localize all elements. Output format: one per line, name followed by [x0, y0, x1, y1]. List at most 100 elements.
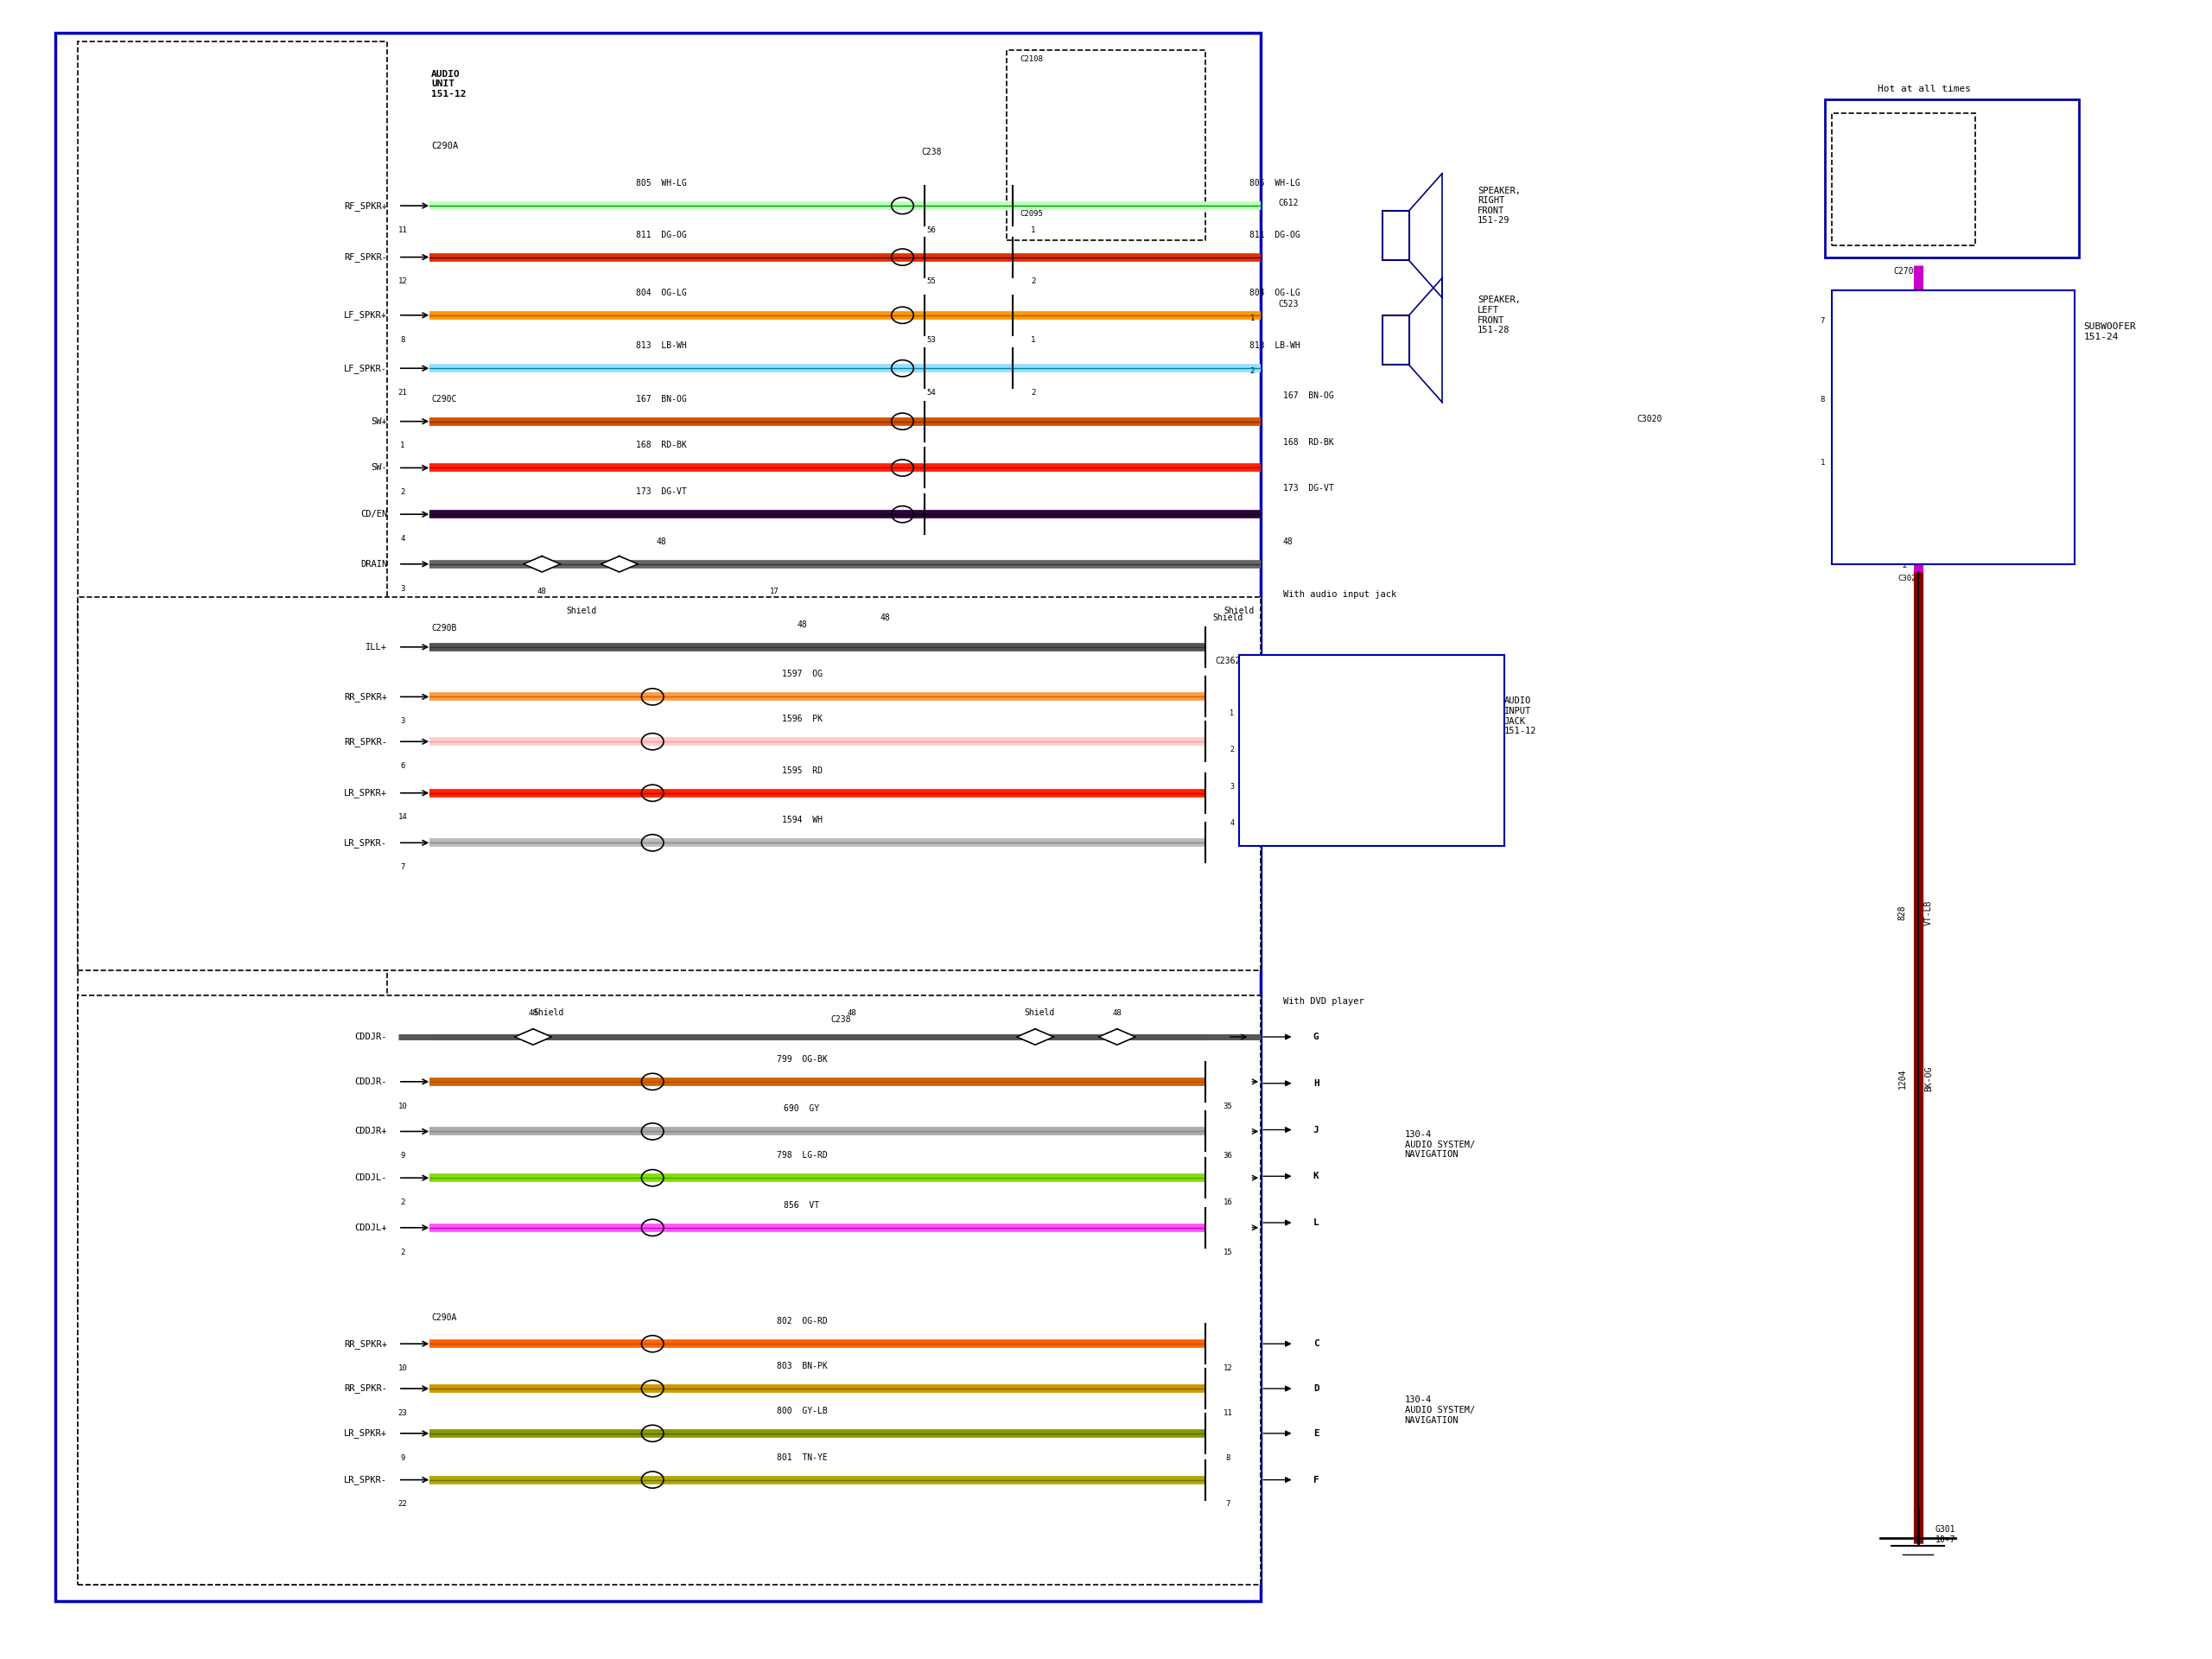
Text: 2: 2 — [1250, 367, 1254, 375]
Text: C612: C612 — [1279, 199, 1298, 207]
FancyBboxPatch shape — [1832, 113, 1975, 246]
Text: 9: 9 — [400, 1453, 405, 1462]
Text: 48: 48 — [847, 1009, 856, 1017]
FancyBboxPatch shape — [77, 995, 1261, 1584]
Text: C238: C238 — [920, 148, 942, 156]
Text: 6: 6 — [400, 761, 405, 770]
Text: ENABLE: ENABLE — [1840, 460, 1874, 469]
Text: LR_SPKR+: LR_SPKR+ — [1250, 783, 1287, 790]
Polygon shape — [524, 556, 560, 572]
FancyBboxPatch shape — [1832, 290, 2075, 564]
FancyBboxPatch shape — [1006, 50, 1206, 241]
Text: Shield: Shield — [1223, 607, 1254, 615]
Text: C: C — [1314, 1339, 1318, 1349]
Text: 799  OG-BK: 799 OG-BK — [776, 1055, 827, 1063]
Text: 48: 48 — [615, 557, 624, 566]
Text: 8: 8 — [1225, 1453, 1230, 1462]
Text: 1: 1 — [1250, 314, 1254, 322]
Text: GND: GND — [1840, 534, 1856, 544]
Text: 804  OG-LG: 804 OG-LG — [1250, 289, 1301, 297]
Text: AUDIO
UNIT
151-12: AUDIO UNIT 151-12 — [431, 70, 467, 98]
Text: 48: 48 — [1113, 1009, 1121, 1017]
Text: Hot at all times: Hot at all times — [1878, 85, 1971, 93]
Text: 813  LB-WH: 813 LB-WH — [1250, 342, 1301, 350]
Text: 48: 48 — [1283, 538, 1294, 546]
Text: C2108: C2108 — [1020, 55, 1042, 63]
Text: BK-OG: BK-OG — [1924, 1065, 1933, 1092]
Text: C290B: C290B — [431, 624, 456, 632]
Text: Shield: Shield — [566, 607, 597, 615]
Text: C3020: C3020 — [1637, 415, 1661, 423]
Text: 3: 3 — [1230, 783, 1234, 790]
Text: 54: 54 — [927, 388, 936, 397]
Text: RR_SPKR-: RR_SPKR- — [343, 1384, 387, 1394]
Text: 1597  OG: 1597 OG — [781, 670, 823, 679]
Text: CD/EN: CD/EN — [361, 509, 387, 519]
Text: SW-: SW- — [372, 463, 387, 473]
Text: 12: 12 — [398, 277, 407, 285]
Text: K: K — [1314, 1171, 1318, 1181]
Text: 805  WH-LG: 805 WH-LG — [637, 179, 686, 187]
FancyBboxPatch shape — [1825, 100, 2079, 257]
Text: 167  BN-OG: 167 BN-OG — [637, 395, 686, 403]
Text: C290A: C290A — [431, 141, 458, 151]
FancyBboxPatch shape — [1382, 315, 1409, 365]
Text: 4: 4 — [1230, 820, 1234, 826]
Text: 1: 1 — [1031, 335, 1035, 343]
Text: Shield: Shield — [1024, 1009, 1055, 1017]
FancyBboxPatch shape — [1239, 655, 1504, 846]
Text: G301
10-7: G301 10-7 — [1936, 1525, 1955, 1545]
Text: 36: 36 — [1223, 1151, 1232, 1160]
Text: 8: 8 — [400, 335, 405, 343]
FancyBboxPatch shape — [77, 597, 1261, 971]
Text: RR_SPKR+: RR_SPKR+ — [343, 1339, 387, 1349]
Text: RR_SPKR+: RR_SPKR+ — [343, 692, 387, 702]
Text: 48: 48 — [657, 538, 666, 546]
Text: LR_SPKR-: LR_SPKR- — [343, 838, 387, 848]
Text: 2: 2 — [400, 1248, 405, 1256]
Text: 4: 4 — [400, 534, 405, 542]
Text: With audio input jack: With audio input jack — [1283, 591, 1396, 599]
Text: 14: 14 — [398, 813, 407, 821]
Text: 1594  WH: 1594 WH — [781, 816, 823, 825]
Text: RF_SPKR+: RF_SPKR+ — [343, 201, 387, 211]
Text: 22: 22 — [398, 1500, 407, 1508]
Text: VT-LB: VT-LB — [1924, 899, 1933, 926]
Text: 11: 11 — [1223, 1408, 1232, 1417]
Text: CDDJL-: CDDJL- — [354, 1173, 387, 1183]
Text: E: E — [1314, 1428, 1318, 1438]
Text: 856  VT: 856 VT — [783, 1201, 821, 1209]
Text: 167  BN-OG: 167 BN-OG — [1283, 392, 1334, 400]
Text: 15: 15 — [1223, 1248, 1232, 1256]
Text: RF_SPKR-: RF_SPKR- — [343, 252, 387, 262]
Polygon shape — [515, 1029, 551, 1045]
Text: 11: 11 — [398, 226, 407, 234]
Text: LR_SPKR+: LR_SPKR+ — [343, 788, 387, 798]
Text: 690  GY: 690 GY — [783, 1105, 821, 1113]
Text: 10: 10 — [398, 1364, 407, 1372]
Text: CDDJR-: CDDJR- — [354, 1077, 387, 1087]
Text: 800  GY-LB: 800 GY-LB — [776, 1407, 827, 1415]
Text: 168  RD-BK: 168 RD-BK — [637, 441, 686, 450]
Text: 48: 48 — [796, 620, 807, 629]
Text: LR_SPKR-: LR_SPKR- — [1250, 820, 1287, 826]
Text: Shield: Shield — [533, 1009, 564, 1017]
Text: CENTRAL
JUNCTION
BOX (CJB)
11-1: CENTRAL JUNCTION BOX (CJB) 11-1 — [1991, 199, 2039, 237]
Text: 804  OG-LG: 804 OG-LG — [637, 289, 686, 297]
Text: 7: 7 — [1820, 317, 1825, 325]
Text: 1204: 1204 — [1898, 1068, 1907, 1088]
Text: RR_SPKR+: RR_SPKR+ — [1250, 710, 1287, 717]
Text: DRAIN: DRAIN — [361, 559, 387, 569]
Text: 130-4
AUDIO SYSTEM/
NAVIGATION: 130-4 AUDIO SYSTEM/ NAVIGATION — [1405, 1395, 1475, 1425]
Text: SUBWOOFER
151-24: SUBWOOFER 151-24 — [2084, 322, 2137, 342]
Text: 2: 2 — [1031, 388, 1035, 397]
Text: 53: 53 — [927, 335, 936, 343]
Text: 12: 12 — [1223, 1364, 1232, 1372]
Text: CDDJR-: CDDJR- — [354, 1032, 387, 1042]
Text: C290C: C290C — [431, 395, 456, 403]
Text: 811  DG-OG: 811 DG-OG — [637, 231, 686, 239]
Text: G: G — [1314, 1032, 1318, 1042]
Polygon shape — [602, 556, 637, 572]
Text: C3020: C3020 — [1940, 474, 1964, 483]
Text: 35: 35 — [1223, 1102, 1232, 1110]
